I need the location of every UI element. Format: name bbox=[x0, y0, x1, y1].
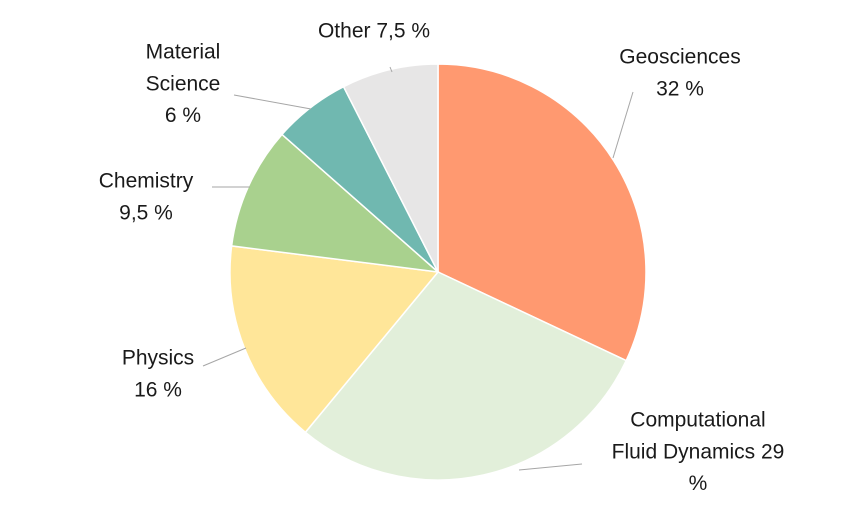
slice-label-line: Other 7,5 % bbox=[318, 19, 430, 42]
slice-label-line: Physics bbox=[122, 346, 194, 369]
leader-lines bbox=[202, 66, 634, 471]
slice-label-physics: Physics 16 % bbox=[122, 346, 194, 401]
pie-slices bbox=[229, 63, 647, 481]
leader-line-physics bbox=[202, 347, 247, 367]
slice-label-line: 6 % bbox=[165, 104, 201, 127]
leader-line-material-science bbox=[233, 94, 312, 110]
slice-label-line: 16 % bbox=[134, 378, 182, 401]
slice-label-line: 32 % bbox=[656, 77, 704, 100]
leader-line-computational-fluid-dynamics bbox=[518, 463, 583, 471]
slice-label-material-science: Material Science 6 % bbox=[146, 40, 221, 127]
slice-label-line: % bbox=[689, 472, 708, 495]
slice-label-line: 9,5 % bbox=[119, 201, 173, 224]
slice-label-line: Science bbox=[146, 72, 221, 95]
pie-slice-geosciences bbox=[437, 63, 647, 362]
leader-line-geosciences bbox=[612, 91, 634, 159]
slice-label-other: Other 7,5 % bbox=[318, 19, 430, 42]
slice-label-computational-fluid-dynamics: Computational Fluid Dynamics 29% bbox=[612, 408, 785, 495]
pie-slice-computational-fluid-dynamics bbox=[304, 271, 628, 481]
slice-labels: Geosciences 32 % Computational Fluid Dynami… bbox=[99, 19, 785, 495]
leader-line-other bbox=[389, 66, 393, 73]
slice-label-line: Material bbox=[146, 40, 221, 63]
slice-label-line: Chemistry bbox=[99, 169, 194, 192]
pie-slice-other bbox=[342, 63, 439, 273]
slice-label-line: Fluid Dynamics 29 bbox=[612, 440, 785, 463]
slice-label-chemistry: Chemistry 9,5 % bbox=[99, 169, 194, 224]
pie-slice-chemistry bbox=[230, 133, 441, 274]
slice-label-line: Geosciences bbox=[619, 45, 740, 68]
slice-label-geosciences: Geosciences 32 % bbox=[619, 45, 740, 100]
slice-label-line: Computational bbox=[630, 408, 765, 431]
